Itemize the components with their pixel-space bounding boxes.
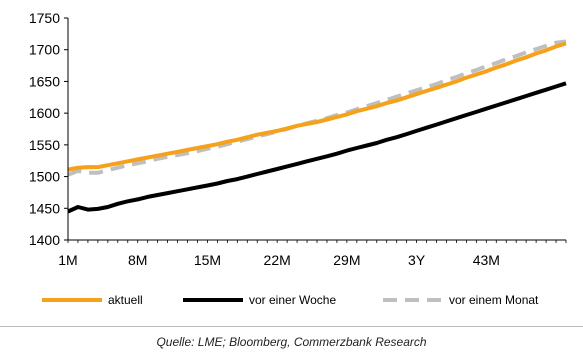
y-tick-label: 1600 <box>29 105 60 121</box>
legend-label: aktuell <box>108 293 143 307</box>
x-tick-label: 1M <box>58 252 77 268</box>
x-tick-label: 22M <box>264 252 291 268</box>
legend: aktuell vor einer Woche vor einem Monat <box>42 293 539 307</box>
y-tick-label: 1550 <box>29 137 60 153</box>
plot-area <box>67 39 567 214</box>
series-line-1 <box>67 41 567 172</box>
line-chart: 1400 1450 1500 1550 1600 1650 1700 1750 1M 8M 15M… <box>29 10 567 307</box>
y-axis: 1400 1450 1500 1550 1600 1650 1700 1750 <box>29 10 69 248</box>
y-tick-label: 1700 <box>29 42 60 58</box>
divider-line <box>0 326 583 327</box>
x-tick-label: 15M <box>194 252 221 268</box>
y-tick-label: 1450 <box>29 200 60 216</box>
y-tick-label: 1500 <box>29 169 60 185</box>
legend-label: vor einem Monat <box>449 293 539 307</box>
x-tick-label: 29M <box>333 252 360 268</box>
x-axis: 1M 8M 15M 22M 29M 3Y 43M <box>58 239 567 268</box>
y-tick-label: 1400 <box>29 232 60 248</box>
x-tick-label: 43M <box>473 252 500 268</box>
y-tick-label: 1750 <box>29 10 60 26</box>
y-tick-label: 1650 <box>29 73 60 89</box>
source-note: Quelle: LME; Bloomberg, Commerzbank Rese… <box>156 335 427 349</box>
legend-label: vor einer Woche <box>249 293 336 307</box>
x-tick-label: 8M <box>128 252 147 268</box>
x-tick-label: 3Y <box>408 252 426 268</box>
series-line-2 <box>67 81 567 214</box>
series-line-3 <box>67 39 567 177</box>
